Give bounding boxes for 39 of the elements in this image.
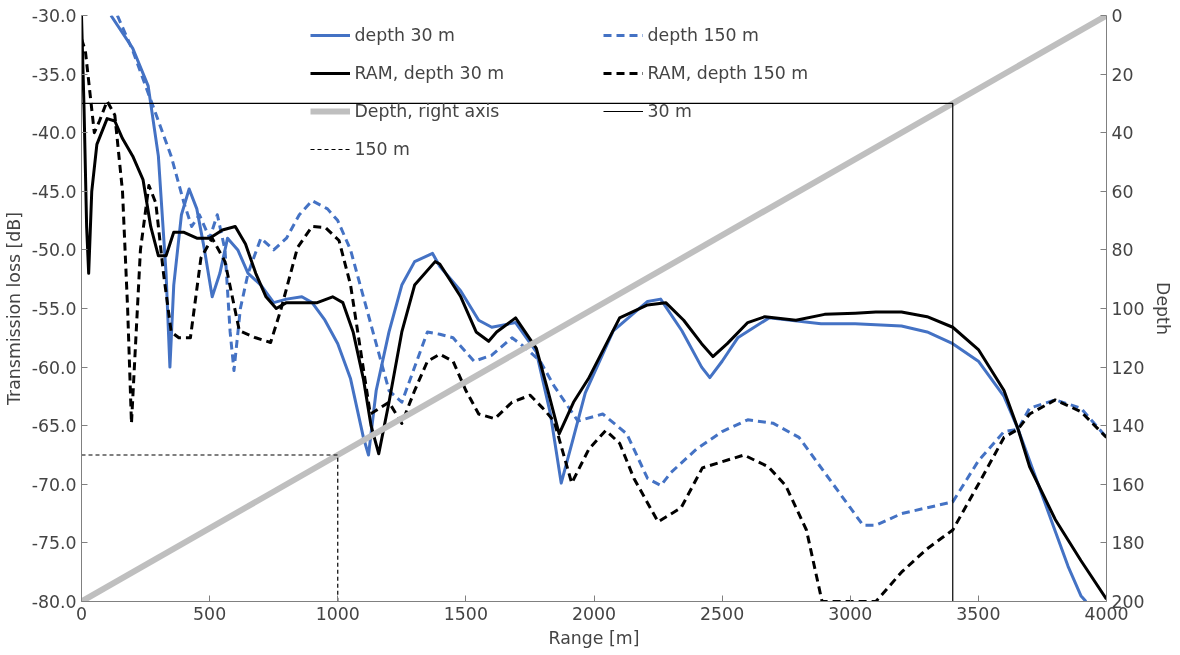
x-tick-label: 3500 (956, 603, 1001, 624)
y-tick-label: -80.0 (31, 592, 77, 612)
y2-tick-label: 80 (1111, 240, 1134, 261)
y2-tick-label: 120 (1111, 357, 1145, 378)
y2-axis-title: Depth (1152, 282, 1173, 335)
x-tick-label: 2500 (700, 603, 745, 624)
x-tick-label: 1500 (443, 603, 488, 624)
legend-label: Depth, right axis (354, 101, 501, 121)
x-tick-label: 2000 (571, 603, 617, 624)
y-tick-label: -50.0 (31, 240, 77, 261)
x-tick-label: 1000 (315, 603, 360, 624)
y-tick-label: -75.0 (31, 533, 77, 554)
y-tick-label: -60.0 (31, 357, 77, 378)
y-tick-label: -30.0 (31, 6, 77, 26)
y2-tick-label: 100 (1111, 299, 1145, 319)
legend-label: 30 m (647, 101, 693, 121)
legend-label: RAM, depth 30 m (354, 63, 506, 83)
x-tick-label: 0 (75, 603, 88, 624)
y2-tick-label: 40 (1111, 123, 1134, 144)
legend-label: 150 m (354, 139, 411, 159)
x-tick-label: 3000 (828, 603, 873, 624)
legend-label: RAM, depth 150 m (647, 63, 810, 83)
y-tick-label: -65.0 (31, 416, 77, 437)
x-axis-title: Range [m] (548, 627, 640, 648)
y2-tick-label: 160 (1111, 474, 1145, 495)
y-tick-label: -55.0 (31, 299, 77, 319)
y2-tick-label: 20 (1111, 64, 1134, 85)
y2-tick-label: 140 (1111, 416, 1145, 437)
y-tick-label: -35.0 (31, 64, 77, 85)
legend-label: depth 150 m (647, 25, 760, 45)
y2-tick-label: 180 (1111, 533, 1145, 554)
y2-tick-label: 60 (1111, 181, 1134, 202)
y-tick-label: -45.0 (31, 181, 77, 202)
y-tick-label: -70.0 (31, 474, 77, 495)
y2-tick-label: 0 (1111, 6, 1123, 26)
y-tick-label: -40.0 (31, 123, 77, 144)
legend-label: depth 30 m (354, 25, 456, 45)
y-axis-title: Transmission loss [dB] (3, 212, 24, 406)
x-tick-label: 500 (193, 603, 227, 624)
